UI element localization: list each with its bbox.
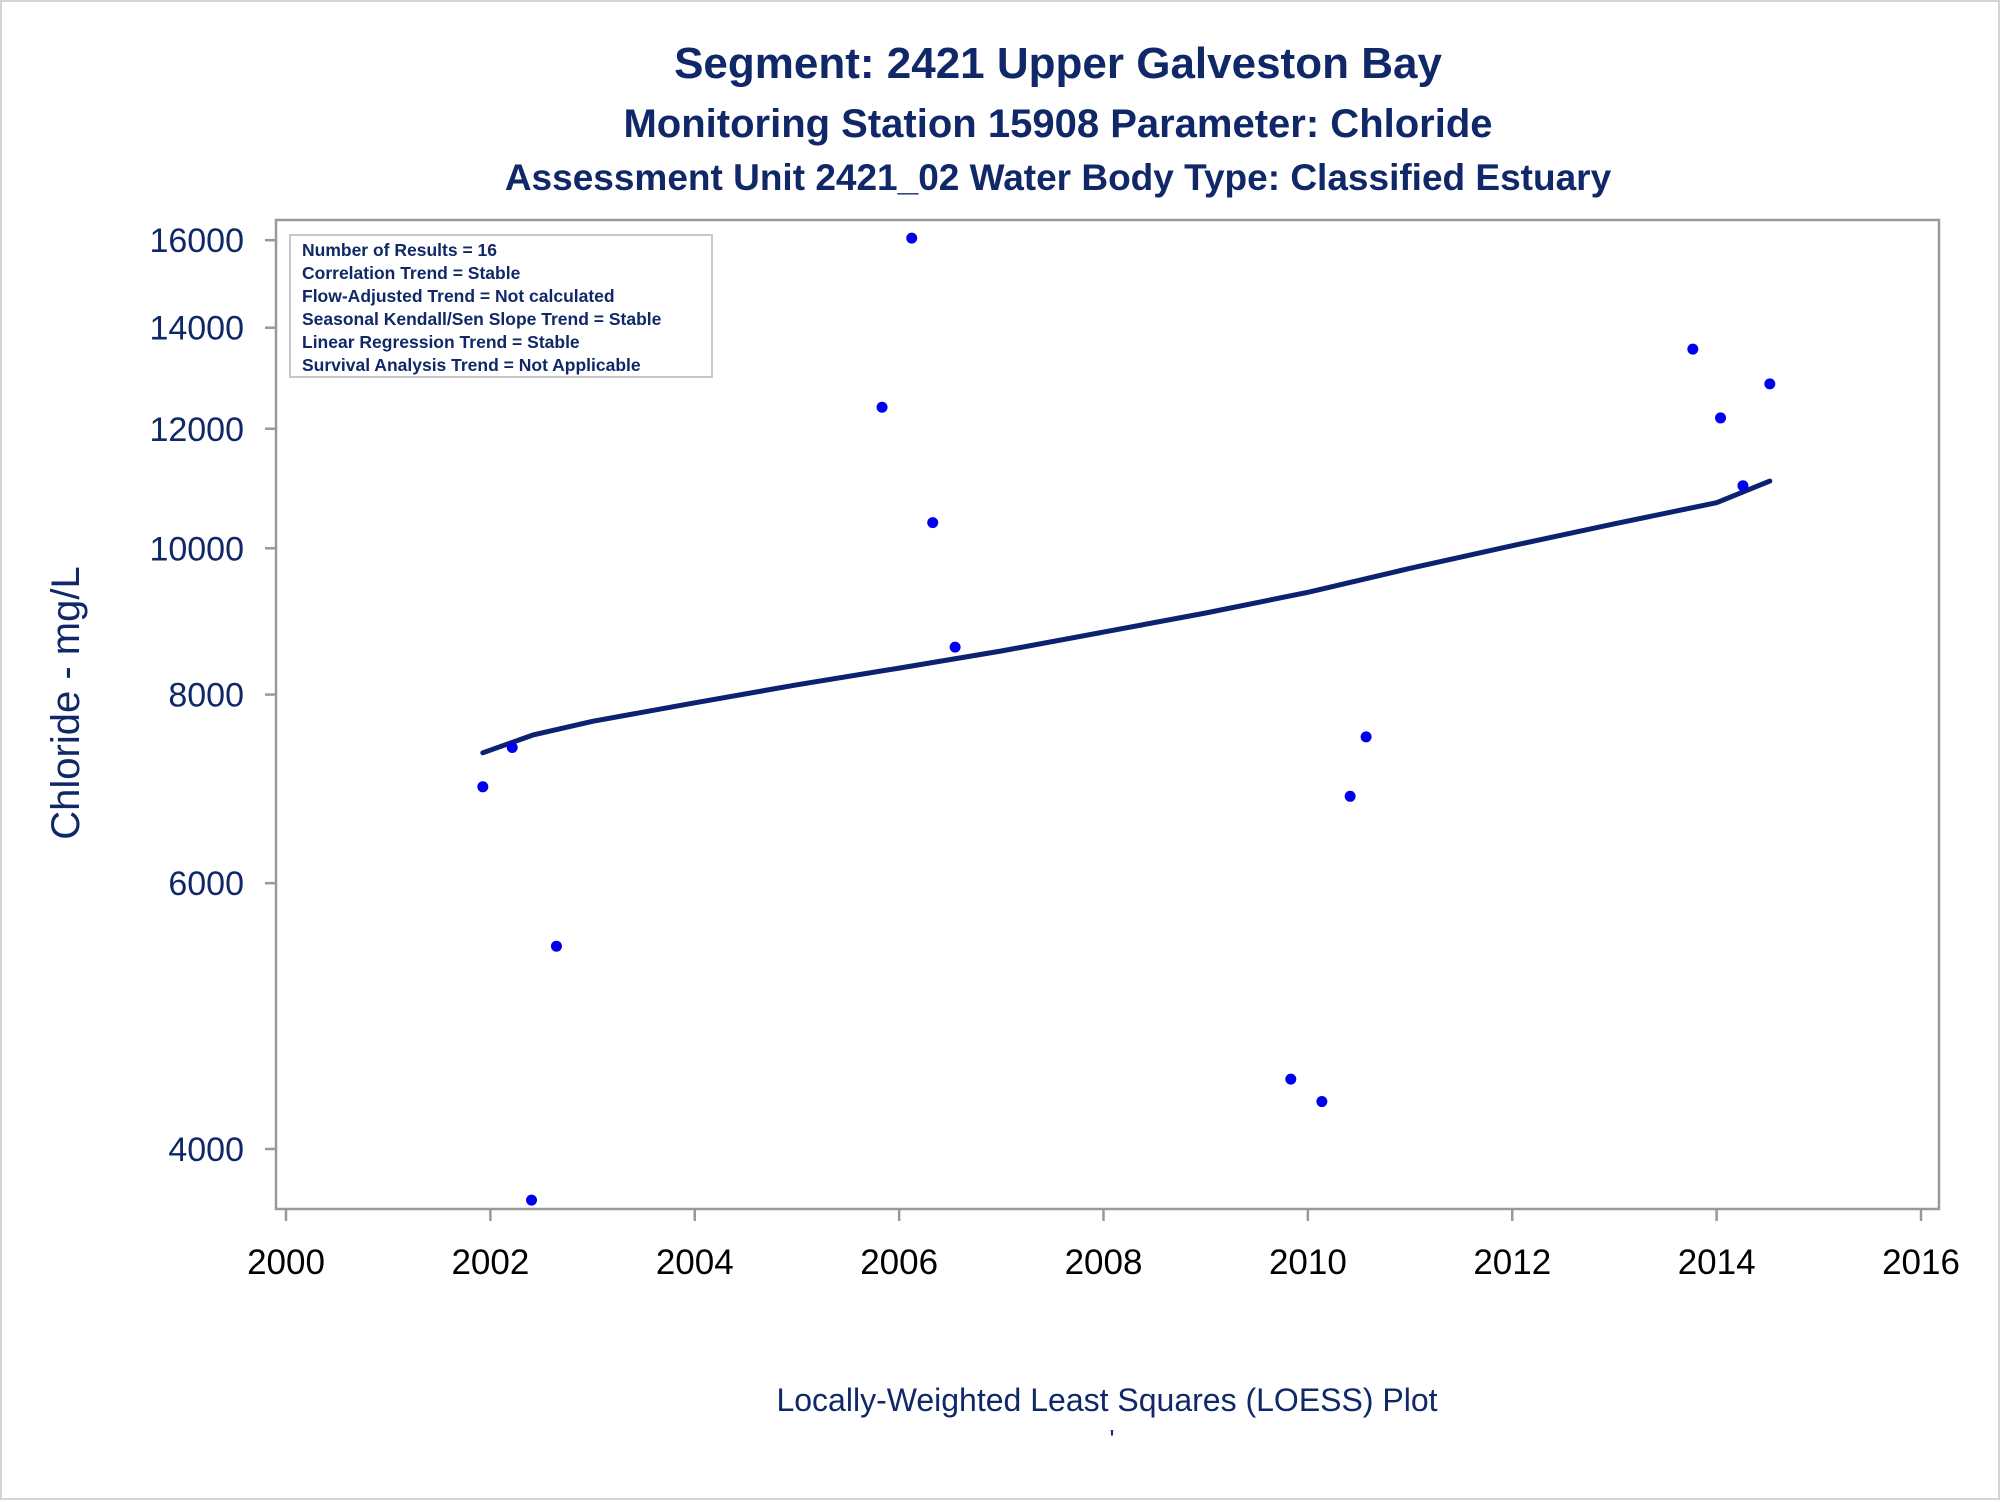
y-tick-label: 14000 bbox=[149, 310, 244, 348]
data-point bbox=[906, 232, 918, 244]
y-tick-label: 16000 bbox=[149, 222, 244, 260]
stats-box-border bbox=[289, 234, 713, 378]
data-points bbox=[477, 232, 1776, 1206]
chart-subtitle-2: Assessment Unit 2421_02 Water Body Type:… bbox=[505, 157, 1612, 198]
loess-series bbox=[480, 478, 1773, 756]
stats-line-correlation: Correlation Trend = Stable bbox=[302, 263, 521, 283]
loess-footnote: Locally-Weighted Least Squares (LOESS) P… bbox=[776, 1382, 1437, 1418]
x-tick-label: 2014 bbox=[1678, 1243, 1756, 1282]
y-axis-label: Chloride - mg/L bbox=[44, 566, 88, 839]
stats-box: Number of Results = 16 Correlation Trend… bbox=[289, 234, 713, 378]
data-point bbox=[1285, 1073, 1297, 1085]
data-point bbox=[506, 741, 518, 753]
data-point bbox=[526, 1194, 538, 1206]
x-tick-label: 2000 bbox=[247, 1243, 325, 1282]
y-axis-ticks: 4000 6000 8000 10000 12000 14000 16000 bbox=[149, 222, 276, 1169]
data-point bbox=[1715, 412, 1727, 424]
footnote-mark: ' bbox=[1110, 1424, 1115, 1454]
x-tick-label: 2006 bbox=[860, 1243, 938, 1282]
x-tick-label: 2012 bbox=[1473, 1243, 1551, 1282]
data-point bbox=[876, 401, 888, 413]
stats-line-results: Number of Results = 16 bbox=[302, 240, 497, 260]
data-point bbox=[1737, 480, 1749, 492]
y-tick-label: 10000 bbox=[149, 530, 244, 568]
data-point bbox=[949, 641, 961, 653]
chart-title: Segment: 2421 Upper Galveston Bay bbox=[674, 39, 1442, 88]
stats-line-flow-adjusted: Flow-Adjusted Trend = Not calculated bbox=[302, 286, 615, 306]
x-tick-label: 2008 bbox=[1065, 1243, 1143, 1282]
data-point bbox=[1360, 731, 1372, 743]
y-tick-label: 8000 bbox=[168, 677, 244, 715]
x-tick-label: 2002 bbox=[451, 1243, 529, 1282]
plot-area bbox=[274, 218, 1941, 1211]
y-tick-label: 6000 bbox=[168, 865, 244, 903]
data-point bbox=[1687, 343, 1699, 355]
loess-line bbox=[480, 478, 1773, 756]
data-point bbox=[927, 517, 939, 529]
data-point bbox=[550, 940, 562, 952]
data-point bbox=[1344, 790, 1356, 802]
stats-line-survival: Survival Analysis Trend = Not Applicable bbox=[302, 355, 641, 375]
x-tick-label: 2010 bbox=[1269, 1243, 1347, 1282]
x-axis-ticks: 2000 2002 2004 2006 2008 2010 2012 2014 2016 bbox=[247, 1209, 1960, 1282]
data-point bbox=[477, 781, 489, 793]
x-tick-label: 2004 bbox=[656, 1243, 734, 1282]
chart-subtitle: Monitoring Station 15908 Parameter: Chlo… bbox=[623, 102, 1492, 146]
y-tick-label: 12000 bbox=[149, 411, 244, 449]
data-point bbox=[1316, 1096, 1328, 1108]
stats-line-linear-regression: Linear Regression Trend = Stable bbox=[302, 332, 580, 352]
data-point bbox=[1764, 378, 1776, 390]
stats-line-seasonal-kendall: Seasonal Kendall/Sen Slope Trend = Stabl… bbox=[302, 309, 662, 329]
x-tick-label: 2016 bbox=[1882, 1243, 1960, 1282]
y-tick-label: 4000 bbox=[168, 1131, 244, 1169]
